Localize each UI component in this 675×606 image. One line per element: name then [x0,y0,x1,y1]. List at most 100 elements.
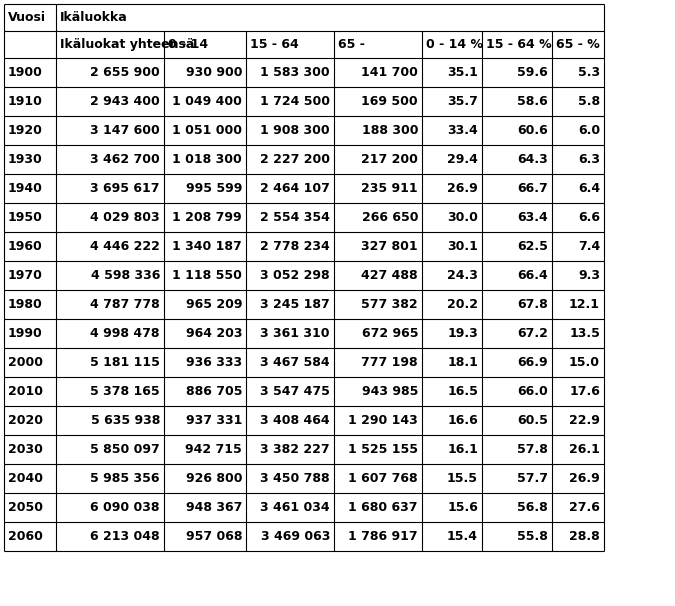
Text: 1900: 1900 [8,66,43,79]
Text: 18.1: 18.1 [447,356,478,369]
Text: 5.8: 5.8 [578,95,600,108]
Text: 577 382: 577 382 [361,298,418,311]
Text: 66.9: 66.9 [517,356,548,369]
Text: 777 198: 777 198 [361,356,418,369]
Text: 1960: 1960 [8,240,43,253]
Text: 188 300: 188 300 [362,124,418,137]
Text: 1 786 917: 1 786 917 [348,530,418,543]
Text: 427 488: 427 488 [361,269,418,282]
Text: 1 908 300: 1 908 300 [261,124,330,137]
Text: 6.6: 6.6 [578,211,600,224]
Text: 2000: 2000 [8,356,43,369]
Text: 1990: 1990 [8,327,43,340]
Text: 1 607 768: 1 607 768 [348,472,418,485]
Text: 5.3: 5.3 [578,66,600,79]
Text: 995 599: 995 599 [186,182,242,195]
Text: 5 378 165: 5 378 165 [90,385,160,398]
Text: 3 450 788: 3 450 788 [261,472,330,485]
Text: 327 801: 327 801 [361,240,418,253]
Text: 66.4: 66.4 [517,269,548,282]
Text: 6.0: 6.0 [578,124,600,137]
Text: 3 469 063: 3 469 063 [261,530,330,543]
Text: 17.6: 17.6 [569,385,600,398]
Text: 948 367: 948 367 [186,501,242,514]
Text: 6.4: 6.4 [578,182,600,195]
Text: 217 200: 217 200 [361,153,418,166]
Text: 12.1: 12.1 [569,298,600,311]
Text: 15.6: 15.6 [447,501,478,514]
Text: Ikäluokka: Ikäluokka [60,11,128,24]
Text: 35.7: 35.7 [447,95,478,108]
Text: 1 680 637: 1 680 637 [348,501,418,514]
Text: 2 464 107: 2 464 107 [260,182,330,195]
Text: 19.3: 19.3 [448,327,478,340]
Text: 3 467 584: 3 467 584 [261,356,330,369]
Text: 3 245 187: 3 245 187 [261,298,330,311]
Text: 67.8: 67.8 [517,298,548,311]
Text: 3 147 600: 3 147 600 [90,124,160,137]
Text: 1930: 1930 [8,153,43,166]
Text: 56.8: 56.8 [517,501,548,514]
Text: 15 - 64 %: 15 - 64 % [486,38,551,51]
Text: 1 208 799: 1 208 799 [172,211,242,224]
Text: 1 290 143: 1 290 143 [348,414,418,427]
Text: 2030: 2030 [8,443,43,456]
Text: 29.4: 29.4 [447,153,478,166]
Text: 64.3: 64.3 [517,153,548,166]
Text: 1910: 1910 [8,95,43,108]
Text: 16.1: 16.1 [447,443,478,456]
Text: 672 965: 672 965 [362,327,418,340]
Text: 26.9: 26.9 [569,472,600,485]
Text: 66.0: 66.0 [517,385,548,398]
Text: 15 - 64: 15 - 64 [250,38,299,51]
Text: 9.3: 9.3 [578,269,600,282]
Text: 2 554 354: 2 554 354 [260,211,330,224]
Text: 3 361 310: 3 361 310 [261,327,330,340]
Text: 27.6: 27.6 [569,501,600,514]
Text: 35.1: 35.1 [447,66,478,79]
Text: Vuosi: Vuosi [8,11,46,24]
Text: 1980: 1980 [8,298,43,311]
Text: 266 650: 266 650 [362,211,418,224]
Text: 22.9: 22.9 [569,414,600,427]
Text: 0 - 14: 0 - 14 [168,38,208,51]
Text: 1 118 550: 1 118 550 [172,269,242,282]
Text: 965 209: 965 209 [186,298,242,311]
Text: 15.4: 15.4 [447,530,478,543]
Text: 59.6: 59.6 [517,66,548,79]
Text: 5 850 097: 5 850 097 [90,443,160,456]
Text: 15.5: 15.5 [447,472,478,485]
Text: 62.5: 62.5 [517,240,548,253]
Text: 5 181 115: 5 181 115 [90,356,160,369]
Text: 20.2: 20.2 [447,298,478,311]
Text: 4 998 478: 4 998 478 [90,327,160,340]
Text: 24.3: 24.3 [447,269,478,282]
Text: 2 655 900: 2 655 900 [90,66,160,79]
Text: 60.6: 60.6 [517,124,548,137]
Text: 957 068: 957 068 [186,530,242,543]
Text: 937 331: 937 331 [186,414,242,427]
Text: 57.7: 57.7 [517,472,548,485]
Text: 3 461 034: 3 461 034 [261,501,330,514]
Text: 886 705: 886 705 [186,385,242,398]
Text: 4 029 803: 4 029 803 [90,211,160,224]
Text: 2 227 200: 2 227 200 [260,153,330,166]
Text: 5 985 356: 5 985 356 [90,472,160,485]
Text: 1 724 500: 1 724 500 [260,95,330,108]
Text: 66.7: 66.7 [517,182,548,195]
Text: 1920: 1920 [8,124,43,137]
Text: 30.0: 30.0 [447,211,478,224]
Text: 3 462 700: 3 462 700 [90,153,160,166]
Text: 964 203: 964 203 [186,327,242,340]
Text: 5 635 938: 5 635 938 [90,414,160,427]
Text: 169 500: 169 500 [361,95,418,108]
Text: 141 700: 141 700 [361,66,418,79]
Text: 1940: 1940 [8,182,43,195]
Text: 235 911: 235 911 [361,182,418,195]
Text: 3 052 298: 3 052 298 [261,269,330,282]
Text: 65 -: 65 - [338,38,365,51]
Text: 26.1: 26.1 [569,443,600,456]
Text: 16.5: 16.5 [447,385,478,398]
Text: 2010: 2010 [8,385,43,398]
Text: 1 583 300: 1 583 300 [261,66,330,79]
